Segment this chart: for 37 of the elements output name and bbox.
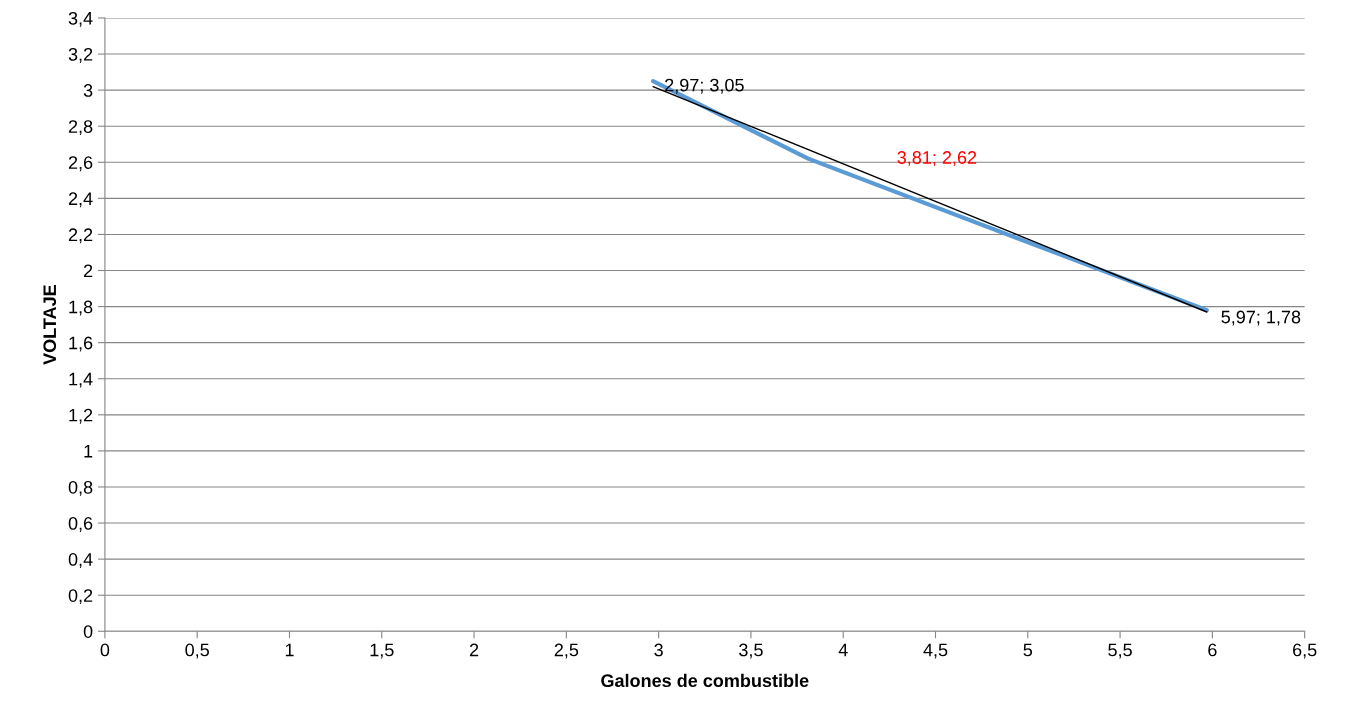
y-tick-label: 3,4 bbox=[68, 11, 93, 27]
x-axis-title: Galones de combustible bbox=[601, 673, 809, 688]
y-tick-label: 0,4 bbox=[68, 553, 93, 568]
y-tick-label: 0 bbox=[83, 625, 93, 638]
x-tick-label: 6 bbox=[1208, 643, 1217, 657]
y-tick-label: 2,4 bbox=[68, 192, 93, 208]
annotation: 5,97; 1,78 bbox=[1221, 310, 1301, 326]
x-tick-label: 4,5 bbox=[923, 643, 948, 659]
x-tick-label: 2 bbox=[469, 643, 479, 657]
x-tick-label: 5 bbox=[1023, 643, 1033, 657]
y-tick-label: 1 bbox=[84, 445, 93, 458]
y-tick-label: 2,8 bbox=[68, 120, 93, 136]
y-tick-label: 0,8 bbox=[68, 480, 93, 496]
annotation: 2,97; 3,05 bbox=[665, 78, 744, 94]
y-tick-label: 1,6 bbox=[69, 336, 93, 352]
x-tick-label: 6,5 bbox=[1293, 643, 1317, 659]
y-tick-label: 0,6 bbox=[68, 516, 93, 532]
x-tick-label: 1,5 bbox=[370, 643, 394, 659]
annotation: 3,81; 2,62 bbox=[897, 151, 977, 167]
x-tick-label: 3 bbox=[654, 643, 663, 657]
x-tick-label: 2,5 bbox=[554, 643, 579, 659]
y-tick-label: 3,2 bbox=[68, 47, 93, 63]
y-tick-label: 2 bbox=[83, 264, 93, 278]
y-tick-label: 1,4 bbox=[69, 372, 93, 388]
x-tick-label: 0,5 bbox=[185, 643, 209, 659]
y-tick-label: 2,6 bbox=[68, 156, 93, 172]
y-tick-label: 2,2 bbox=[68, 228, 93, 244]
y-tick-label: 3 bbox=[83, 84, 93, 97]
y-tick-label: 0,2 bbox=[68, 589, 93, 605]
y-tick-label: 1,8 bbox=[69, 300, 93, 316]
x-tick-label: 3,5 bbox=[739, 643, 763, 659]
x-tick-label: 4 bbox=[838, 643, 848, 657]
y-axis-title: VOLTAJE bbox=[43, 285, 57, 365]
x-tick-label: 0 bbox=[100, 643, 110, 657]
y-tick-label: 1,2 bbox=[69, 408, 93, 424]
x-tick-label: 5,5 bbox=[1108, 643, 1132, 659]
x-tick-label: 1 bbox=[285, 643, 294, 657]
